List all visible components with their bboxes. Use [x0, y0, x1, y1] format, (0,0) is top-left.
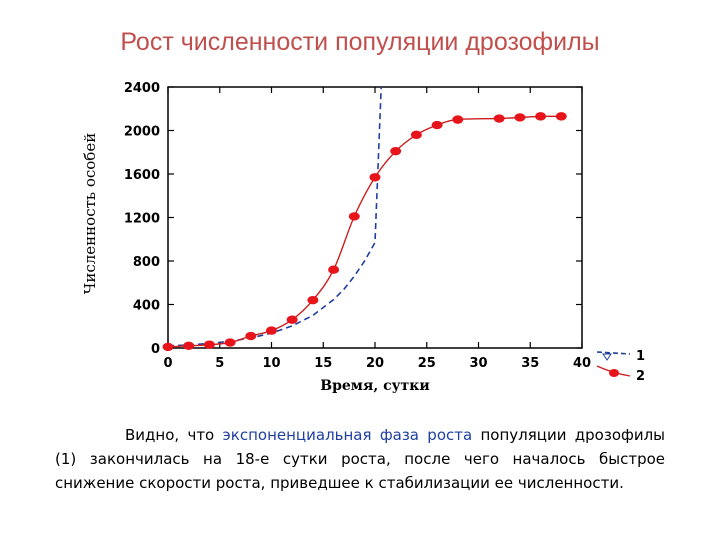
y-tick-label: 800 [133, 255, 160, 270]
data-point [452, 115, 464, 124]
data-markers [162, 112, 567, 352]
legend-swatch-1 [596, 351, 631, 355]
data-point [369, 173, 381, 182]
y-tick-label: 2000 [124, 125, 160, 140]
y-tick-label: 0 [151, 342, 160, 357]
y-tick-label: 1600 [124, 168, 160, 183]
y-tick-label: 2400 [124, 81, 160, 96]
x-tick-label: 40 [573, 356, 591, 371]
series-lines [167, 86, 562, 348]
x-tick-label: 30 [469, 356, 487, 371]
plot-frame [167, 86, 583, 349]
y-axis-label: Численность особей [81, 133, 99, 294]
population-chart: 0 400 800 1200 1600 2000 2400 0 5 10 15 20 25 30 35 40… [81, 81, 645, 394]
legend-label-2: 2 [636, 369, 645, 384]
data-point [328, 265, 340, 274]
data-point [183, 341, 195, 351]
legend-swatch-2-marker [609, 369, 619, 377]
x-axis-label: Время, сутки [320, 378, 429, 394]
data-point [245, 331, 257, 341]
caption-highlight: экспоненциальная фаза роста [222, 426, 473, 444]
data-point [162, 342, 174, 352]
x-axis-ticks: 0 5 10 15 20 25 30 35 40 [163, 87, 591, 371]
data-point [514, 113, 526, 122]
data-point [555, 112, 567, 121]
data-point [203, 340, 215, 349]
caption: Видно, что экспоненциальная фаза роста п… [55, 423, 665, 495]
data-point [431, 120, 443, 130]
x-tick-label: 20 [366, 356, 384, 371]
data-point [286, 315, 298, 324]
data-point [307, 295, 319, 305]
slide-title: Рост численности популяции дрозофилы [120, 28, 600, 56]
x-tick-label: 5 [215, 356, 224, 371]
y-tick-label: 1200 [124, 212, 160, 227]
data-point [493, 114, 505, 123]
y-tick-label: 400 [133, 299, 160, 314]
x-tick-label: 35 [521, 356, 539, 371]
data-point [390, 146, 402, 156]
data-point [410, 130, 422, 140]
x-tick-label: 0 [163, 356, 172, 371]
legend-label-1: 1 [636, 349, 645, 364]
x-tick-label: 25 [418, 356, 436, 371]
legend-swatch-1-marker [602, 353, 612, 361]
x-tick-label: 15 [314, 356, 332, 371]
data-point [348, 212, 360, 221]
legend: 12 [596, 349, 645, 384]
series-2-line [167, 115, 562, 348]
caption-part2: популяции дрозофилы (1) закончилась на 1… [55, 426, 665, 492]
data-point [266, 326, 277, 335]
data-point [224, 338, 236, 347]
x-tick-label: 10 [262, 356, 280, 371]
data-point [535, 112, 547, 121]
y-axis-ticks: 0 400 800 1200 1600 2000 2400 [124, 81, 582, 357]
caption-part1: Видно, что [125, 426, 223, 444]
